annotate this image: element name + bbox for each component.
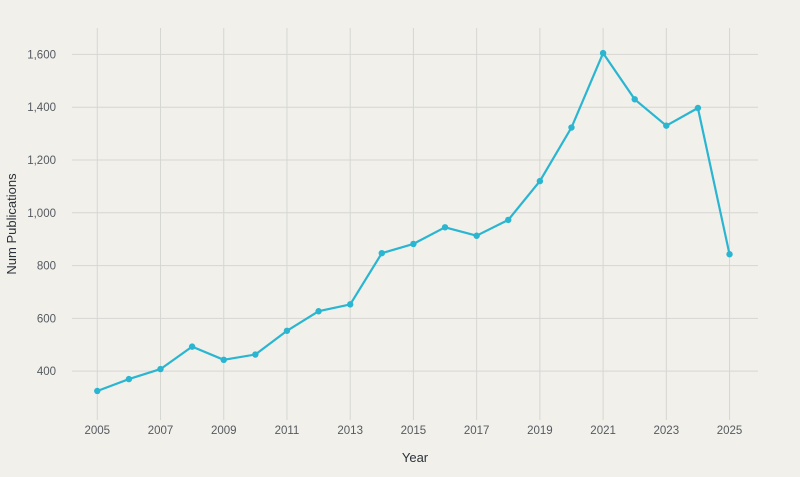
data-point-2023 bbox=[663, 122, 670, 129]
data-point-2009 bbox=[220, 356, 227, 364]
data-point-2015 bbox=[410, 240, 417, 248]
data-point-2024 bbox=[694, 104, 702, 112]
data-point-2025 bbox=[726, 251, 733, 258]
data-point-2021 bbox=[599, 49, 607, 57]
x-tick-label: 2005 bbox=[84, 425, 110, 437]
x-tick-label: 2015 bbox=[401, 425, 427, 437]
x-tick-label: 2017 bbox=[464, 425, 490, 437]
x-tick-label: 2023 bbox=[654, 425, 680, 437]
x-tick-label: 2013 bbox=[337, 425, 363, 437]
x-tick-label: 2007 bbox=[148, 425, 174, 437]
y-tick-label: 600 bbox=[37, 313, 56, 325]
data-point-2022 bbox=[631, 96, 638, 103]
data-point-2019 bbox=[536, 177, 544, 185]
data-point-2018 bbox=[505, 216, 512, 224]
data-point-2005 bbox=[94, 387, 101, 395]
data-point-2017 bbox=[473, 232, 480, 239]
data-point-2007 bbox=[157, 365, 164, 373]
x-tick-label: 2019 bbox=[527, 425, 553, 437]
y-tick-label: 1,600 bbox=[27, 49, 56, 61]
x-tick-label: 2021 bbox=[590, 425, 616, 437]
x-tick-labels: 2005 2007 2009 2011 2013 2015 2017 2019 2021 2023… bbox=[84, 425, 742, 437]
data-point-2006 bbox=[125, 375, 133, 383]
x-gridlines bbox=[96, 28, 731, 420]
y-tick-labels: 400 600 800 1,000 1,200 1,400 1,600 bbox=[27, 49, 56, 378]
data-point-2014 bbox=[378, 249, 386, 257]
data-point-2012 bbox=[315, 308, 322, 315]
data-point-2008 bbox=[188, 343, 196, 350]
x-tick-label: 2009 bbox=[211, 425, 237, 437]
data-points bbox=[94, 49, 733, 395]
x-tick-label: 2025 bbox=[717, 425, 743, 437]
y-axis-label: Num Publications bbox=[4, 173, 19, 275]
x-tick-label: 2011 bbox=[275, 425, 300, 437]
y-tick-label: 800 bbox=[37, 261, 56, 273]
data-point-2010 bbox=[252, 351, 259, 358]
data-point-2011 bbox=[283, 327, 291, 334]
data-point-2013 bbox=[346, 301, 354, 308]
x-axis-label: Year bbox=[402, 450, 429, 465]
y-tick-label: 1,000 bbox=[27, 208, 56, 220]
y-tick-label: 1,400 bbox=[27, 102, 56, 114]
data-point-2016 bbox=[441, 224, 449, 231]
y-tick-label: 400 bbox=[37, 366, 56, 378]
y-gridlines bbox=[72, 53, 758, 372]
y-tick-label: 1,200 bbox=[27, 155, 56, 167]
data-point-2020 bbox=[568, 124, 575, 131]
